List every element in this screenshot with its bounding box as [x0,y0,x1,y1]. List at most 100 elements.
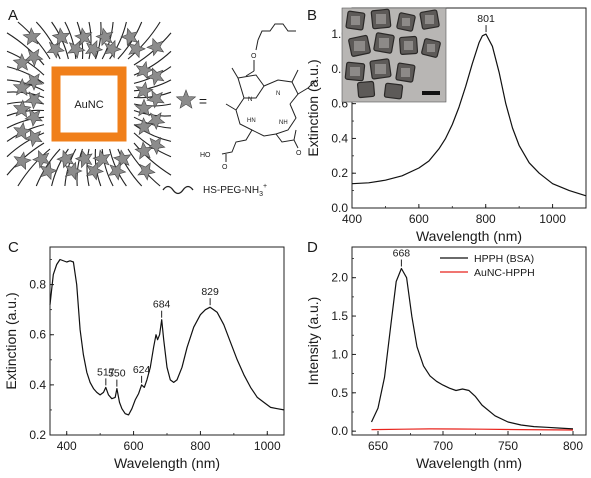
star-icon [128,39,146,59]
y-tick-label: 0.8 [29,278,46,292]
svg-text:O: O [296,150,302,157]
panel-d: D 650 700 750 800 0.0 0.5 1.0 1.5 2.0 Wavelength … [305,239,587,471]
svg-text:N: N [276,91,280,97]
star-icon [12,99,32,118]
y-axis-label: Intensity (a.u.) [305,297,321,386]
peg-chain [133,79,172,92]
star-icon [24,73,44,91]
y-tick-label: 0.4 [29,378,46,392]
peg-chain [17,148,51,187]
y-tick-label: 0.4 [331,131,348,145]
svg-text:O: O [251,53,257,60]
plot-frame [49,246,285,436]
star-icon [13,151,32,171]
y-axis-label: Extinction (a.u.) [3,292,19,389]
plot-frame [351,246,587,436]
peg-chain [101,148,114,187]
peg-chain [94,21,102,60]
y-tick-label: 0.6 [29,328,46,342]
series-line-1 [370,267,574,430]
x-axis-label: Wavelength (nm) [114,455,220,471]
star-icon [108,162,127,181]
star-icon [135,60,154,80]
star-icon [74,149,93,169]
equals-sign: = [199,93,207,109]
star-legend: = [175,89,207,109]
panel-label-a: A [8,7,18,24]
star-icon [13,121,32,141]
star-icon [146,37,165,57]
x-tick-label: 600 [409,212,429,226]
star-icon [134,117,154,136]
hpph-stars [12,27,166,181]
star-icon [85,161,104,181]
y-tick-label: 0.2 [29,428,46,442]
star-icon [32,149,51,169]
peg-chain [6,116,45,129]
y-tick-label: 0.2 [331,166,348,180]
chart-d: 650 700 750 800 0.0 0.5 1.0 1.5 2.0 Wavelength (n… [305,246,587,471]
star-icon [175,89,197,109]
x-tick-label: 800 [476,212,496,226]
y-tick-label: 1.5 [331,309,348,323]
x-tick-label: 800 [190,439,210,453]
x-axis-label: Wavelength (nm) [416,455,522,471]
star-icon [146,136,166,155]
star-icon [146,67,165,86]
peg-chain [133,124,172,142]
peg-chain [133,142,172,176]
svg-text:HN: HN [247,118,256,124]
star-icon [64,161,83,181]
star-icon [12,53,32,71]
chart-b: 400 600 800 10000.00.20.40.60.81.0Wavelengt… [305,7,587,244]
series-line-1 [351,33,587,197]
wavy-line-icon [162,185,194,195]
peg-chain [133,116,172,129]
peg-chain [86,148,90,187]
star-icon [92,149,111,169]
x-tick-label: 650 [368,439,388,453]
star-icon [134,98,154,117]
x-tick-label: 400 [57,439,77,453]
panel-label-d: D [307,239,318,256]
peg-chain [88,21,92,60]
star-icon [24,128,43,148]
star-icon [12,78,32,96]
peg-chain [117,21,143,60]
panel-label-b: B [307,7,317,24]
star-icon [24,48,44,67]
star-icon [51,27,71,46]
star-icon [22,27,42,46]
star-icon [39,161,58,181]
peg-chain [51,148,69,187]
x-tick-label: 1000 [254,439,281,453]
nanocage-schematic: AuNC [6,21,172,187]
peg-chain [109,21,127,60]
svg-text:O: O [222,164,228,171]
y-tick-label: 2.0 [331,271,348,285]
chart-c: 400 600 800 1000 0.2 0.4 0.6 0.8 Wavelength (nm)… [3,246,285,471]
y-tick-label: 0.0 [331,201,348,215]
panel-c: C 400 600 800 1000 0.2 0.4 0.6 0.8 Wavelength (n… [3,239,285,471]
peg-chain [127,21,161,60]
peak-label: 550 [108,368,126,380]
y-tick-label: 0.0 [331,424,348,438]
x-tick-label: 600 [124,439,144,453]
panel-a: A AuNC = O N [6,7,317,198]
x-tick-label: 400 [342,212,362,226]
star-icon [67,40,86,59]
star-icon [24,108,43,127]
tem-inset [341,7,447,103]
scale-bar [422,91,440,95]
aunc-core-label: AuNC [74,99,103,111]
panel-b: B 400 600 800 10000.00.20.40.60.81.0Wavelen… [305,7,587,244]
series-line-2 [371,428,574,431]
gold-nanocage-shell [51,66,127,142]
peg-chain [6,32,45,66]
peg-legend-label: HS-PEG-NH3+ [203,183,267,198]
peg-chain [35,21,61,60]
peg-chain [35,148,61,187]
star-icon [95,27,114,47]
peg-chain [133,50,172,76]
